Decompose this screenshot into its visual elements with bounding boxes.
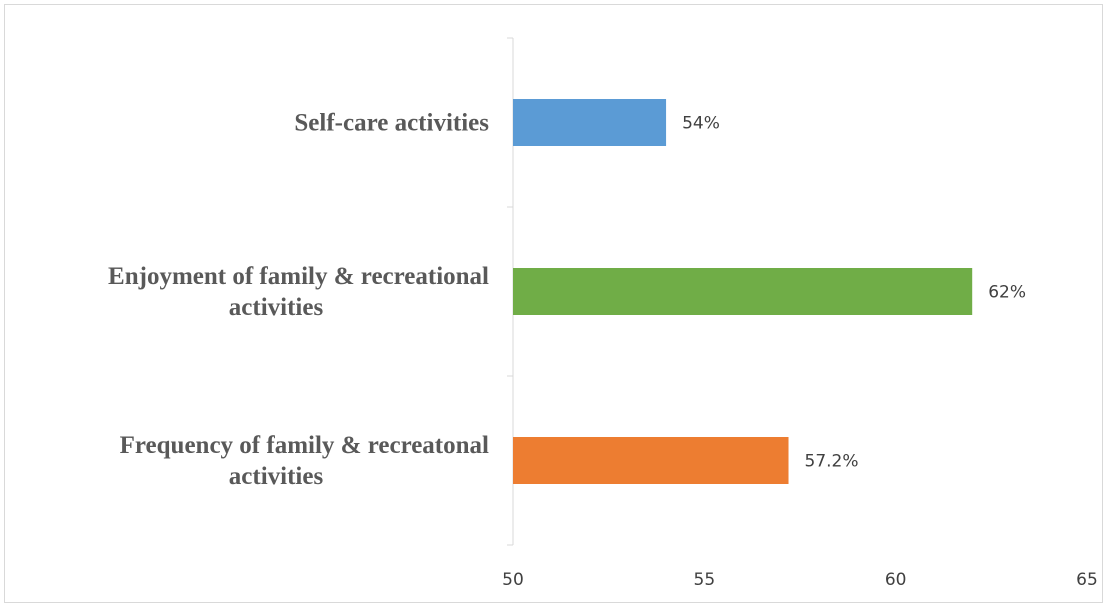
category-label-line: Enjoyment of family & recreational	[108, 263, 489, 290]
bar	[513, 99, 666, 146]
category-label-line: activities	[229, 294, 324, 321]
bar	[513, 268, 972, 315]
category-label-line: Self-care activities	[294, 110, 489, 137]
data-label: 54%	[682, 114, 720, 134]
category-label-line: activities	[229, 463, 324, 490]
category-label: Frequency of family & recreatonal activit…	[120, 432, 489, 490]
data-label: 57.2%	[805, 452, 859, 472]
category-label: Self-care activities	[294, 110, 489, 137]
category-label: Enjoyment of family & recreational activi…	[108, 263, 489, 321]
x-tick-label: 50	[502, 570, 524, 590]
bar	[513, 437, 789, 484]
x-tick-label: 60	[885, 570, 907, 590]
x-tick-label: 65	[1076, 570, 1098, 590]
data-label: 62%	[988, 283, 1026, 303]
category-label-line: Frequency of family & recreatonal	[120, 432, 489, 459]
x-tick-label: 55	[694, 570, 716, 590]
